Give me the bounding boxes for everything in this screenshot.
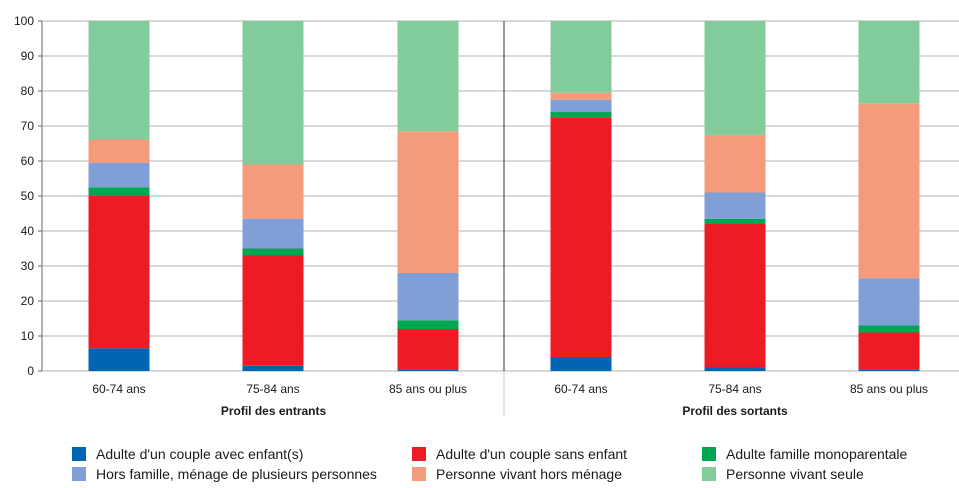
bar-segment xyxy=(242,255,304,366)
x-tick-label: 60-74 ans xyxy=(92,382,145,396)
bar-segment xyxy=(858,325,920,333)
legend-item: Adulte d'un couple sans enfant xyxy=(412,444,702,464)
bar-segment xyxy=(88,187,150,196)
bar-segment xyxy=(704,134,766,193)
legend: Adulte d'un couple avec enfant(s) Adulte… xyxy=(72,444,952,484)
bar-segment xyxy=(88,140,150,163)
stacked-bar-chart: 0 10 20 30 40 50 60 70 80 90 100 60-74 ans 75-84 ans… xyxy=(14,14,959,418)
bar-segment xyxy=(242,248,304,256)
legend-item: Personne vivant hors ménage xyxy=(412,464,702,484)
legend-swatch xyxy=(412,467,426,481)
bar-segment xyxy=(550,99,612,112)
legend-label: Adulte d'un couple avec enfant(s) xyxy=(96,446,304,462)
bar-segment xyxy=(397,320,459,329)
y-tick-label: 40 xyxy=(21,224,35,238)
x-tick-label: 75-84 ans xyxy=(708,382,761,396)
legend-row: Adulte d'un couple avec enfant(s) Adulte… xyxy=(72,444,952,464)
bar-segment xyxy=(397,21,459,132)
legend-item: Personne vivant seule xyxy=(702,464,952,484)
legend-label: Personne vivant seule xyxy=(726,466,864,482)
legend-swatch xyxy=(72,447,86,461)
bar-segment xyxy=(88,21,150,140)
group-label: Profil des entrants xyxy=(221,404,327,418)
legend-row: Hors famille, ménage de plusieurs person… xyxy=(72,464,952,484)
legend-swatch xyxy=(702,467,716,481)
y-tick-label: 70 xyxy=(21,119,35,133)
y-tick-label: 60 xyxy=(21,154,35,168)
bar-segment xyxy=(858,278,920,326)
bar-segment xyxy=(550,357,612,371)
y-tick-label: 80 xyxy=(21,84,35,98)
bar-segment xyxy=(242,21,304,165)
y-tick-label: 50 xyxy=(21,189,35,203)
legend-item: Hors famille, ménage de plusieurs person… xyxy=(72,464,412,484)
y-tick-label: 20 xyxy=(21,294,35,308)
bar-segment xyxy=(397,369,459,371)
legend-label: Personne vivant hors ménage xyxy=(436,466,622,482)
bar-segment xyxy=(397,131,459,273)
bar-segment xyxy=(88,196,150,349)
bar-segment xyxy=(242,365,304,371)
legend-label: Adulte d'un couple sans enfant xyxy=(436,446,628,462)
legend-item: Adulte famille monoparentale xyxy=(702,444,952,464)
bar-segment xyxy=(704,21,766,135)
x-tick-label: 85 ans ou plus xyxy=(389,382,467,396)
legend-swatch xyxy=(72,467,86,481)
bar-segment xyxy=(704,367,766,371)
bar-segment xyxy=(88,348,150,371)
legend-swatch xyxy=(702,447,716,461)
bar-segment xyxy=(858,369,920,371)
bar-segment xyxy=(242,218,304,249)
bar-segment xyxy=(858,332,920,370)
legend-item: Adulte d'un couple avec enfant(s) xyxy=(72,444,412,464)
x-tick-label: 75-84 ans xyxy=(246,382,299,396)
legend-label: Hors famille, ménage de plusieurs person… xyxy=(96,466,377,482)
x-tick-label: 60-74 ans xyxy=(554,382,607,396)
bar-segment xyxy=(550,117,612,357)
bar-segment xyxy=(550,21,612,93)
y-tick-label: 90 xyxy=(21,49,35,63)
bar-segment xyxy=(858,21,920,104)
x-tick-label: 85 ans ou plus xyxy=(850,382,928,396)
y-tick-label: 100 xyxy=(14,14,34,28)
bar-segment xyxy=(550,112,612,118)
bar-segment xyxy=(397,329,459,370)
bar-segment xyxy=(704,192,766,219)
bar-segment xyxy=(704,218,766,224)
y-tick-label: 0 xyxy=(27,364,34,378)
legend-swatch xyxy=(412,447,426,461)
y-tick-label: 30 xyxy=(21,259,35,273)
legend-label: Adulte famille monoparentale xyxy=(726,446,908,462)
bar-segment xyxy=(858,103,920,279)
bar-segment xyxy=(242,164,304,219)
group-label: Profil des sortants xyxy=(682,404,788,418)
bar-segment xyxy=(88,162,150,188)
bar-segment xyxy=(704,224,766,368)
y-tick-label: 10 xyxy=(21,329,35,343)
bar-segment xyxy=(550,92,612,100)
bar-segment xyxy=(397,273,459,321)
